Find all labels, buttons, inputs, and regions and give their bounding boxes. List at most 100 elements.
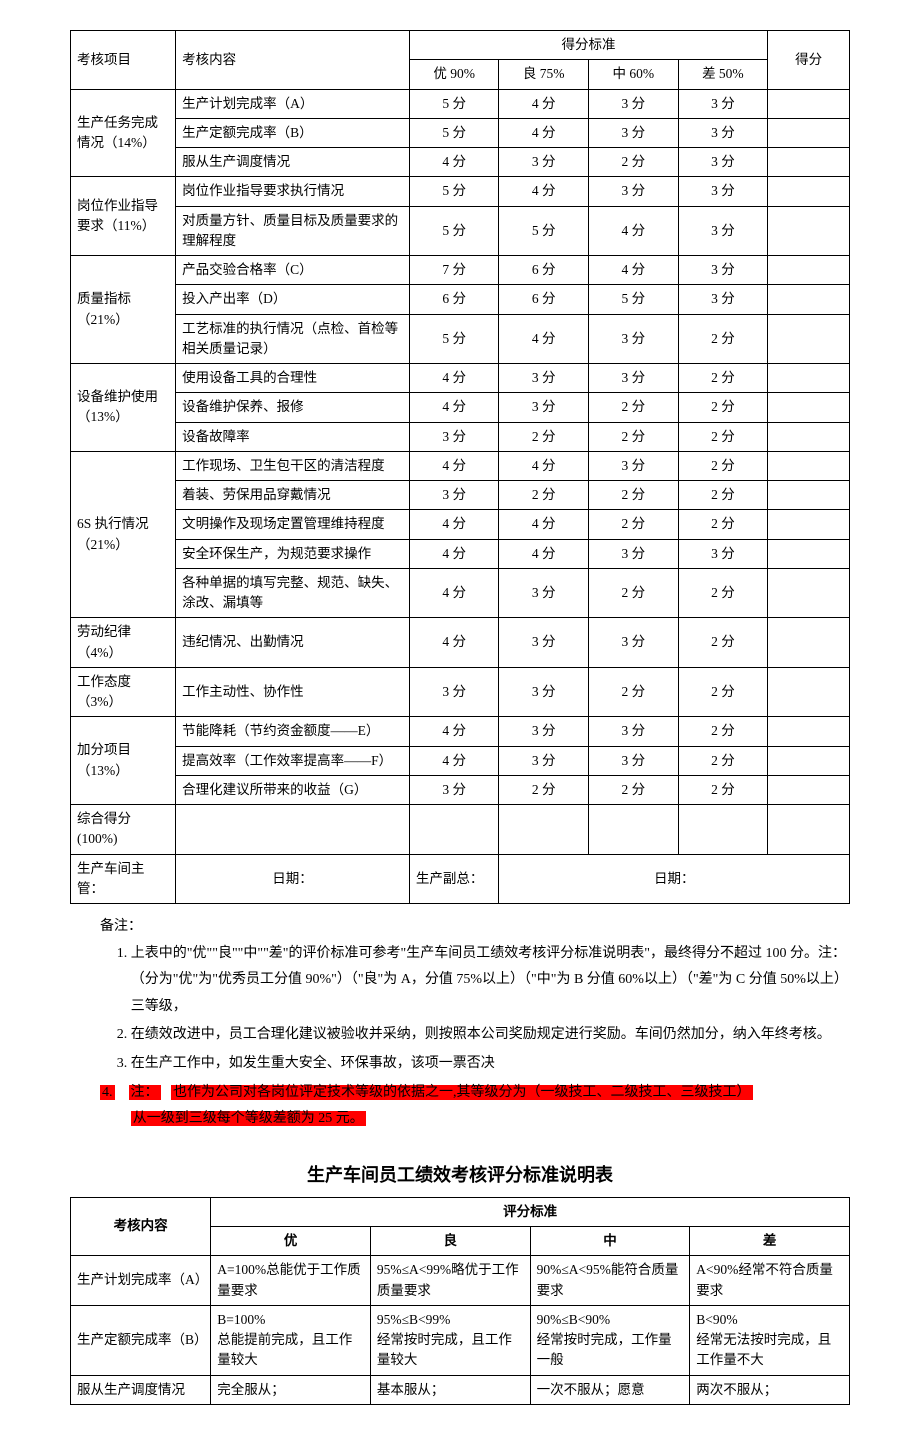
table-row: 劳动纪律（4%）违纪情况、出勤情况4 分3 分3 分2 分 xyxy=(71,618,850,668)
score-cell: 5 分 xyxy=(499,206,589,256)
content-cell: 文明操作及现场定置管理维持程度 xyxy=(176,510,410,539)
content-cell: 产品交验合格率（C） xyxy=(176,256,410,285)
t2-cell: 90%≤B<90% 经常按时完成，工作量一般 xyxy=(530,1305,690,1375)
score-cell: 2 分 xyxy=(589,568,679,618)
score-cell: 4 分 xyxy=(409,510,499,539)
content-cell: 着装、劳保用品穿戴情况 xyxy=(176,481,410,510)
table-row: 质量指标（21%）产品交验合格率（C）7 分6 分4 分3 分 xyxy=(71,256,850,285)
score-cell: 3 分 xyxy=(499,148,589,177)
score-cell: 3 分 xyxy=(499,568,589,618)
score-cell: 3 分 xyxy=(589,177,679,206)
note4-num: 4. xyxy=(100,1085,115,1100)
note4-a: 注： xyxy=(129,1085,161,1100)
table-row: 加分项目（13%）节能降耗（节约资金额度——E）4 分3 分3 分2 分 xyxy=(71,717,850,746)
t2-label: 生产计划完成率（A） xyxy=(71,1256,211,1306)
t2-col-group: 评分标准 xyxy=(211,1197,850,1226)
score-cell: 3 分 xyxy=(589,618,679,668)
empty-score xyxy=(768,667,850,717)
score-cell: 3 分 xyxy=(678,118,768,147)
t2-cell: 两次不服从； xyxy=(690,1375,850,1404)
score-cell: 3 分 xyxy=(409,422,499,451)
empty-score xyxy=(768,422,850,451)
empty-score xyxy=(768,148,850,177)
score-cell: 4 分 xyxy=(409,568,499,618)
t2-col-item: 考核内容 xyxy=(71,1197,211,1256)
table-row: 服从生产调度情况4 分3 分2 分3 分 xyxy=(71,148,850,177)
score-cell: 3 分 xyxy=(499,393,589,422)
score-cell: 3 分 xyxy=(589,118,679,147)
empty-score xyxy=(768,451,850,480)
content-cell: 节能降耗（节约资金额度——E） xyxy=(176,717,410,746)
group-label: 岗位作业指导要求（11%） xyxy=(71,177,176,256)
sig-deputy: 生产副总： xyxy=(409,854,499,904)
score-cell: 2 分 xyxy=(678,481,768,510)
score-cell: 3 分 xyxy=(589,717,679,746)
score-cell: 3 分 xyxy=(678,285,768,314)
score-cell: 3 分 xyxy=(499,364,589,393)
assessment-table: 考核项目 考核内容 得分标准 得分 优 90% 良 75% 中 60% 差 50… xyxy=(70,30,850,904)
score-cell: 3 分 xyxy=(678,256,768,285)
score-cell: 4 分 xyxy=(409,746,499,775)
empty-score xyxy=(768,717,850,746)
score-cell: 6 分 xyxy=(409,285,499,314)
score-cell: 2 分 xyxy=(678,667,768,717)
score-cell: 2 分 xyxy=(678,364,768,393)
content-cell: 生产定额完成率（B） xyxy=(176,118,410,147)
group-label: 劳动纪律（4%） xyxy=(71,618,176,668)
score-cell: 4 分 xyxy=(409,618,499,668)
group-label: 加分项目（13%） xyxy=(71,717,176,805)
t2-cell: 完全服从； xyxy=(211,1375,371,1404)
t2-cell: 95%≤A<99%略优于工作质量要求 xyxy=(370,1256,530,1306)
score-cell: 5 分 xyxy=(589,285,679,314)
note-4: 4. 注： 也作为公司对各岗位评定技术等级的依据之一,其等级分为（一级技工、二级… xyxy=(100,1080,850,1133)
table-row: 生产定额完成率（B）B=100% 总能提前完成，且工作量较大95%≤B<99% … xyxy=(71,1305,850,1375)
content-cell: 工作现场、卫生包干区的清洁程度 xyxy=(176,451,410,480)
table-row: 安全环保生产，为规范要求操作4 分4 分3 分3 分 xyxy=(71,539,850,568)
score-cell: 3 分 xyxy=(589,539,679,568)
score-cell: 3 分 xyxy=(499,746,589,775)
table-row: 设备维护保养、报修4 分3 分2 分2 分 xyxy=(71,393,850,422)
score-cell: 4 分 xyxy=(499,539,589,568)
empty-score xyxy=(768,206,850,256)
score-cell: 4 分 xyxy=(409,148,499,177)
score-cell: 4 分 xyxy=(499,451,589,480)
score-cell: 5 分 xyxy=(409,118,499,147)
table-row: 对质量方针、质量目标及质量要求的理解程度5 分5 分4 分3 分 xyxy=(71,206,850,256)
score-cell: 2 分 xyxy=(589,481,679,510)
score-cell: 3 分 xyxy=(589,364,679,393)
score-cell: 3 分 xyxy=(499,618,589,668)
t2-cell: B<90% 经常无法按时完成，且工作量不大 xyxy=(690,1305,850,1375)
score-cell: 3 分 xyxy=(678,89,768,118)
score-cell: 4 分 xyxy=(589,206,679,256)
score-cell: 5 分 xyxy=(409,89,499,118)
score-cell: 3 分 xyxy=(589,314,679,364)
score-cell: 2 分 xyxy=(499,775,589,804)
criteria-table: 考核内容 评分标准 优 良 中 差 生产计划完成率（A）A=100%总能优于工作… xyxy=(70,1197,850,1405)
table2-title: 生产车间员工绩效考核评分标准说明表 xyxy=(70,1161,850,1187)
table-row: 工艺标准的执行情况（点检、首检等相关质量记录）5 分4 分3 分2 分 xyxy=(71,314,850,364)
note-3: 在生产工作中，如发生重大安全、环保事故，该项一票否决 xyxy=(131,1051,850,1078)
score-cell: 5 分 xyxy=(409,177,499,206)
score-cell: 4 分 xyxy=(499,177,589,206)
empty-score xyxy=(768,364,850,393)
t2-grade-3: 差 xyxy=(690,1227,850,1256)
note-1: 上表中的"优""良""中""差"的评价标准可参考"生产车间员工绩效考核评分标准说… xyxy=(131,941,850,1021)
content-cell: 违纪情况、出勤情况 xyxy=(176,618,410,668)
score-cell: 4 分 xyxy=(499,510,589,539)
table-row: 工作态度（3%）工作主动性、协作性3 分3 分2 分2 分 xyxy=(71,667,850,717)
total-label: 综合得分(100%) xyxy=(71,805,176,855)
header-item: 考核项目 xyxy=(71,31,176,90)
score-cell: 4 分 xyxy=(499,314,589,364)
header-content: 考核内容 xyxy=(176,31,410,90)
grade-0: 优 90% xyxy=(409,60,499,89)
score-cell: 4 分 xyxy=(589,256,679,285)
signature-row: 生产车间主管： 日期： 生产副总： 日期： xyxy=(71,854,850,904)
content-cell: 岗位作业指导要求执行情况 xyxy=(176,177,410,206)
notes-list: 上表中的"优""良""中""差"的评价标准可参考"生产车间员工绩效考核评分标准说… xyxy=(100,941,850,1078)
empty-score xyxy=(768,256,850,285)
empty-score xyxy=(768,746,850,775)
score-cell: 2 分 xyxy=(678,746,768,775)
table-row: 岗位作业指导要求（11%）岗位作业指导要求执行情况5 分4 分3 分3 分 xyxy=(71,177,850,206)
empty-score xyxy=(768,568,850,618)
content-cell: 设备故障率 xyxy=(176,422,410,451)
